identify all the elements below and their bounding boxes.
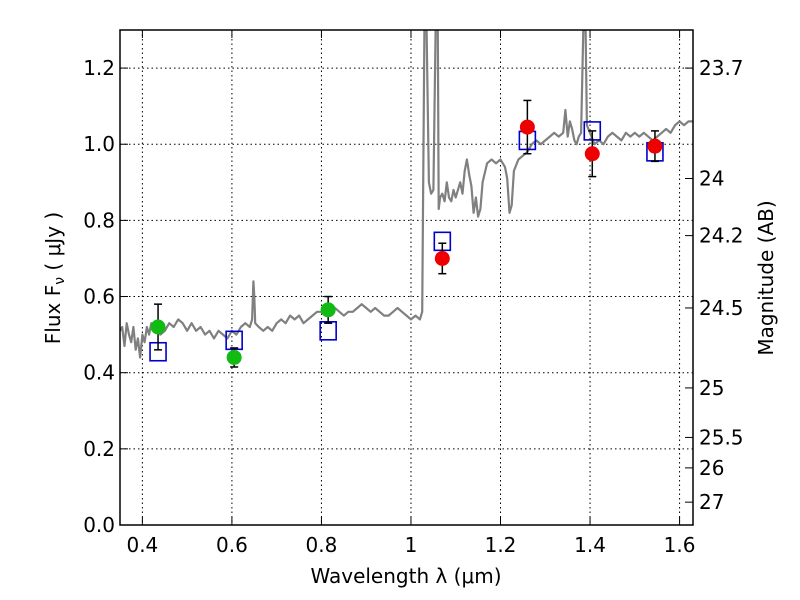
infrared-data-point [519,119,535,135]
model-photometry-marker [319,321,337,341]
infrared-data-point [434,250,450,266]
data-layer [120,30,693,359]
x-tick-label: 1 [405,533,418,557]
infrared-data-point [647,138,663,154]
optical-data-point [150,319,166,335]
y-axis-title-main: Flux F [41,285,65,344]
plot-frame [119,29,694,526]
y2-tick-label: 24.2 [699,224,744,248]
optical-data-point [320,302,336,318]
y-tick-label: 1.2 [83,56,115,80]
y-tick-label: 0.0 [83,513,115,537]
x-tick-label: 1.6 [664,533,696,557]
ticks [120,30,693,526]
y2-tick-label: 27 [699,490,724,514]
y-axis-title-unit: ( μJy ) [41,212,65,277]
y-tick-label: 0.6 [83,285,115,309]
y-axis-title-sub: ν [52,277,68,285]
y2-axis-title: Magnitude (AB) [754,200,778,355]
y2-tick-label: 25.5 [699,425,744,449]
y-tick-label: 0.4 [83,361,115,385]
y-tick-label: 0.2 [83,437,115,461]
marker-layer [149,99,664,368]
y2-tick-label: 23.7 [699,56,744,80]
y-tick-label: 0.8 [83,208,115,232]
optical-data-point [226,349,242,365]
y2-tick-label: 26 [699,456,724,480]
y2-tick-label: 25 [699,376,724,400]
x-tick-label: 1.2 [485,533,517,557]
grid [120,30,693,526]
y-axis-title: Flux Fν ( μJy ) [41,212,68,344]
y2-tick-label: 24 [699,167,724,191]
x-tick-label: 0.6 [216,533,248,557]
x-tick-label: 0.4 [126,533,158,557]
x-tick-label: 0.8 [306,533,338,557]
infrared-data-point [584,146,600,162]
x-tick-label: 1.4 [574,533,606,557]
y2-tick-label: 24.5 [699,296,744,320]
tick-labels: 0.4 0.6 0.8 1 1.2 1.4 1.6 0.0 0.2 0.4 0.6 0.8 1.0 1.2… [83,56,743,557]
x-axis-title: Wavelength λ (μm) [310,564,501,588]
model-spectrum-line [120,30,693,359]
y-tick-label: 1.0 [83,132,115,156]
